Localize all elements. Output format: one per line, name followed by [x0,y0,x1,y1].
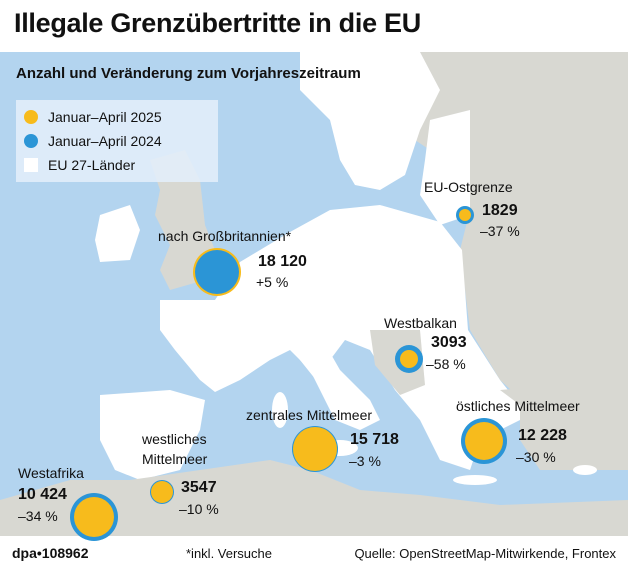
legend-item-2024: Januar–April 2024 [24,130,162,152]
crete [453,475,497,485]
italy [290,335,380,430]
ireland [95,205,140,262]
change-gb: +5 % [256,274,289,290]
label-zentral: zentrales Mittelmeer [246,407,373,423]
footer-note: *inkl. Versuche [186,540,272,566]
value-eu-ost: 1829 [482,202,518,219]
bubble-2025-westbalkan [400,350,418,368]
bubble-2024-gb [195,250,239,294]
legend-label-eu: EU 27-Länder [48,157,136,173]
baltics [420,110,470,225]
bubble-2025-westlich [151,481,173,503]
label-eu-ost: EU-Ostgrenze [424,179,513,195]
dpa-credit: dpa•108962 [12,545,89,561]
white-square-icon [24,158,38,172]
label-westlich-2: Mittelmeer [142,451,208,467]
label-gb: nach Großbritannien* [158,228,292,244]
legend-item-2025: Januar–April 2025 [24,106,162,128]
change-westbalkan: –58 % [426,356,466,372]
value-westbalkan: 3093 [431,334,467,351]
north-africa [0,460,628,536]
label-oestlich: östliches Mittelmeer [456,398,580,414]
label-westlich-1: westliches [142,431,207,447]
continental-eu [160,205,520,470]
value-westafrika: 10 424 [18,486,67,503]
change-zentral: –3 % [349,453,381,469]
change-eu-ost: –37 % [480,223,520,239]
scandinavia [300,52,440,190]
subtitle: Anzahl und Veränderung zum Vorjahreszeit… [16,65,361,82]
footnote: *inkl. Versuche [186,545,272,561]
iberia [100,390,205,480]
change-westafrika: –34 % [18,508,58,524]
turkey [500,380,628,470]
label-westafrika: Westafrika [18,465,84,481]
bubble-2025-oestlich [465,422,503,460]
legend-label-2024: Januar–April 2024 [48,133,162,149]
value-westlich: 3547 [181,479,217,496]
footer-source: Quelle: OpenStreetMap-Mitwirkende, Front… [354,540,616,566]
footer-credit: dpa•108962 [12,540,89,566]
cyprus [573,465,597,475]
bubble-2025-zentral [293,427,337,471]
value-oestlich: 12 228 [518,427,567,444]
map-title: Illegale Grenzübertritte in die EU [14,8,421,38]
legend-item-eu: EU 27-Länder [24,154,135,176]
bubble-2025-eu-ost [459,209,471,221]
blue-dot-icon [24,134,38,148]
value-zentral: 15 718 [350,431,399,448]
yellow-dot-icon [24,110,38,124]
source: Quelle: OpenStreetMap-Mitwirkende, Front… [354,545,616,561]
legend: Januar–April 2025 Januar–April 2024 EU 2… [16,100,218,182]
change-westlich: –10 % [179,501,219,517]
change-oestlich: –30 % [516,449,556,465]
basemap [0,52,628,536]
sardinia [272,392,288,428]
value-gb: 18 120 [258,253,307,270]
legend-label-2025: Januar–April 2025 [48,109,162,125]
bubble-2025-westafrika [74,497,114,537]
label-westbalkan: Westbalkan [384,315,457,331]
map-area: Anzahl und Veränderung zum Vorjahreszeit… [0,52,628,536]
